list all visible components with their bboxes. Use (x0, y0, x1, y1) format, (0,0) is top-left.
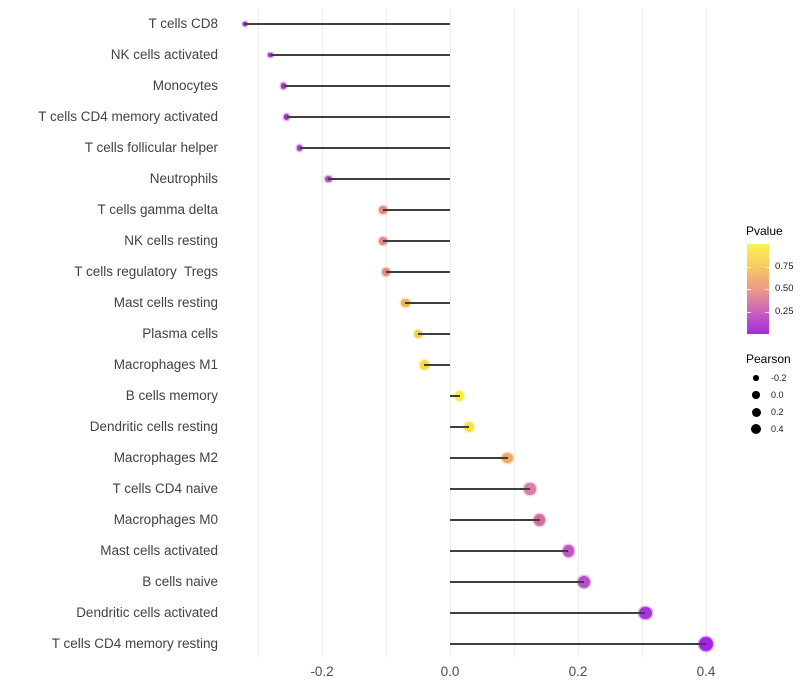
gridline (641, 10, 643, 657)
lollipop-stem (450, 488, 530, 490)
category-label: T cells regulatory Tregs (74, 264, 218, 279)
gridline (257, 10, 259, 657)
size-legend-dot (753, 375, 759, 381)
category-label: NK cells resting (124, 233, 218, 248)
gridline (513, 10, 515, 657)
lollipop-stem (450, 581, 585, 583)
colorbar-tick-label: 0.25 (775, 305, 794, 317)
size-legend-label: 0.4 (771, 424, 784, 434)
size-legend-label: -0.2 (771, 373, 787, 383)
category-label: B cells memory (125, 388, 218, 403)
category-label: Dendritic cells activated (76, 605, 218, 620)
lollipop-stem (450, 426, 470, 428)
x-tick-label: 0.2 (568, 664, 588, 679)
lollipop-stem (382, 240, 450, 242)
colorbar-tick-mark (747, 266, 751, 268)
data-point-dot (378, 236, 387, 246)
size-legend-dot (750, 423, 762, 435)
size-legend-label: 0.0 (771, 390, 784, 400)
gridline (385, 10, 387, 657)
x-tick-label: 0.4 (696, 664, 716, 679)
category-label: Monocytes (152, 78, 218, 93)
lollipop-stem (299, 147, 450, 149)
lollipop-stem (328, 178, 450, 180)
data-point-dot (381, 267, 391, 277)
category-label: T cells follicular helper (84, 140, 218, 155)
x-tick-label: -0.2 (310, 664, 334, 679)
colorbar-tick-mark (765, 266, 769, 268)
pvalue-legend-title: Pvalue (746, 224, 783, 238)
data-point-dot (562, 545, 575, 557)
data-point-dot (296, 145, 303, 151)
gridline (321, 10, 323, 657)
colorbar-tick-mark (747, 311, 751, 313)
lollipop-stem (405, 302, 450, 304)
category-label: T cells gamma delta (97, 202, 218, 217)
data-point-dot (243, 22, 247, 26)
colorbar-tick-label: 0.50 (775, 283, 794, 294)
lollipop-stem (424, 364, 450, 366)
category-label: Neutrophils (149, 171, 218, 186)
category-label: NK cells activated (110, 47, 218, 62)
lollipop-stem (245, 23, 450, 25)
category-label: Mast cells activated (100, 543, 218, 558)
size-legend-label: 0.2 (771, 407, 784, 417)
colorbar-tick-mark (747, 289, 751, 290)
pvalue-colorbar (747, 244, 769, 334)
category-label: B cells naive (142, 574, 218, 589)
lollipop-stem (386, 271, 450, 273)
data-point-dot (378, 205, 387, 215)
x-tick-label: 0.0 (440, 664, 460, 679)
lollipop-stem (418, 333, 450, 335)
category-label: T cells CD4 memory resting (51, 636, 218, 651)
data-point-dot (413, 329, 423, 339)
category-label: Mast cells resting (113, 295, 218, 310)
colorbar-tick-mark (765, 289, 769, 290)
category-label: T cells CD4 memory activated (38, 109, 218, 124)
colorbar-tick-mark (765, 311, 769, 313)
gridline (449, 10, 451, 657)
lollipop-stem (450, 457, 508, 459)
data-point-dot (419, 360, 429, 370)
lollipop-stem (283, 85, 450, 87)
lollipop-stem (450, 519, 540, 521)
category-label: T cells CD8 (148, 16, 218, 31)
category-label: T cells CD4 naive (112, 481, 218, 496)
lollipop-stem (286, 116, 450, 118)
lollipop-stem (450, 550, 569, 552)
gridline (705, 10, 707, 657)
category-label: Macrophages M2 (113, 450, 218, 465)
size-legend-dot (752, 391, 760, 399)
lollipop-stem (382, 209, 450, 211)
category-label: Plasma cells (142, 326, 218, 341)
lollipop-stem (450, 395, 460, 397)
colorbar-tick-label: 0.75 (775, 260, 794, 272)
lollipop-stem (270, 54, 450, 56)
size-legend-dot (751, 407, 761, 417)
data-point-dot (454, 391, 465, 401)
gridline (577, 10, 579, 657)
data-point-dot (464, 422, 475, 432)
pearson-legend-title: Pearson (746, 352, 791, 366)
data-point-dot (638, 606, 652, 620)
lollipop-stem (450, 643, 706, 645)
category-label: Macrophages M0 (113, 512, 218, 527)
category-label: Dendritic cells resting (89, 419, 218, 434)
category-label: Macrophages M1 (113, 357, 218, 372)
lollipop-stem (450, 612, 646, 614)
